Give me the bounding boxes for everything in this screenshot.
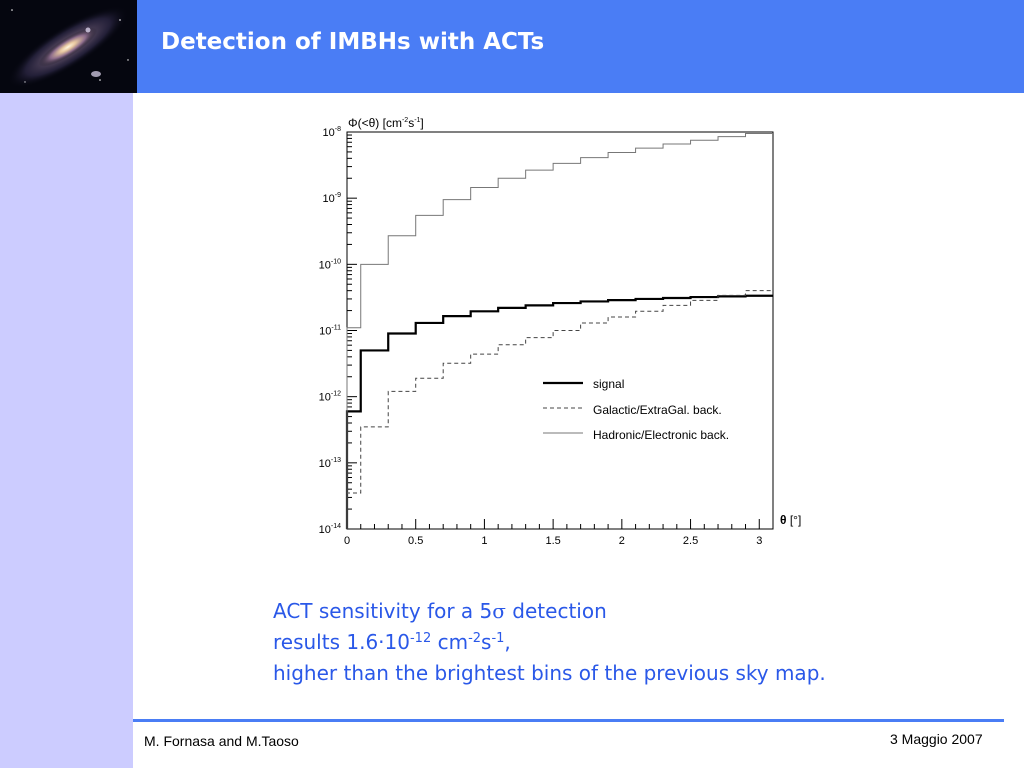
legend-label-signal: signal — [593, 377, 624, 391]
chart: Φ(<θ) [cm-2s-1] 10-8 10-9 10-10 10-11 10-12 1… — [300, 108, 820, 553]
caption-line-3: higher than the brightest bins of the pr… — [273, 661, 826, 685]
sigma-symbol: σ — [492, 599, 506, 623]
y-ticks: 10-8 10-9 10-10 10-11 10-12 10-13 10-14 — [319, 126, 357, 536]
legend-label-galactic: Galactic/ExtraGal. back. — [593, 403, 722, 417]
y-axis-title-part: -1 — [414, 117, 420, 124]
y-axis-title: Φ(<θ) [cm-2s-1] — [348, 116, 424, 130]
galaxy-icon — [0, 0, 137, 93]
y-axis-title-part: Φ — [348, 116, 358, 130]
y-axis-title-part: s — [408, 116, 414, 130]
caption-line-1: ACT sensitivity for a 5σ detection — [273, 596, 826, 627]
x-tick-label: 3 — [756, 535, 762, 547]
x-axis-title-part: [°] — [787, 513, 802, 527]
x-tick-label: 1.5 — [545, 535, 560, 547]
sidebar-band — [0, 93, 133, 768]
header-bar: Detection of IMBHs with ACTs — [0, 0, 1024, 93]
caption-text-part: s — [481, 630, 492, 654]
slide-title: Detection of IMBHs with ACTs — [161, 29, 545, 55]
caption-exponent: -12 — [409, 631, 432, 646]
footer-author: M. Fornasa and M.Taoso — [144, 733, 299, 749]
legend: signal Galactic/ExtraGal. back. Hadronic… — [543, 377, 729, 442]
svg-text:θ [°]: θ [°] — [780, 513, 801, 527]
caption-text-part: ACT sensitivity for a 5 — [273, 599, 493, 623]
footer-divider — [133, 719, 1004, 722]
x-tick-label: 2 — [619, 535, 625, 547]
series-line-2 — [346, 132, 773, 529]
caption-exponent: -1 — [491, 631, 505, 646]
x-tick-label: 0 — [344, 535, 350, 547]
x-axis-title: θ [°] — [780, 513, 801, 527]
x-tick-label: 2.5 — [683, 535, 698, 547]
y-tick-label: 10-10 — [319, 258, 341, 271]
x-tick-label: 1 — [481, 535, 487, 547]
x-tick-label: 0.5 — [408, 535, 423, 547]
caption-text-part: results 1.6·10 — [273, 630, 410, 654]
y-axis-title-part: ] — [420, 116, 423, 130]
caption-exponent: -2 — [468, 631, 482, 646]
y-tick-label: 10-9 — [323, 192, 342, 205]
y-axis-title-part: θ — [369, 116, 376, 130]
y-tick-label: 10-13 — [319, 457, 341, 470]
svg-text:Φ(<θ) [cm-2s-1]: Φ(<θ) [cm-2s-1] — [348, 116, 424, 130]
x-ticks: 0 0.5 1 1.5 2 2.5 3 — [344, 519, 774, 547]
caption-text-part: , — [504, 630, 511, 654]
series-line-0 — [345, 294, 773, 529]
legend-label-hadronic: Hadronic/Electronic back. — [593, 428, 729, 442]
y-tick-label: 10-11 — [319, 325, 341, 338]
y-axis-title-part: -2 — [402, 117, 408, 124]
x-axis-title-part: θ — [780, 513, 787, 527]
caption-text: ACT sensitivity for a 5σ detection resul… — [273, 596, 826, 689]
series-layer — [345, 132, 773, 529]
caption-text-part: cm — [431, 630, 469, 654]
chart-svg: Φ(<θ) [cm-2s-1] 10-810-910-1010-1110-121… — [300, 108, 820, 553]
caption-line-2: results 1.6·10-12 cm-2s-1, — [273, 627, 826, 658]
y-axis-title-part: ) [cm — [375, 116, 402, 130]
y-axis-title-part: (< — [358, 116, 369, 130]
y-tick-label: 10-8 — [323, 126, 342, 139]
caption-text-part: detection — [505, 599, 607, 623]
y-tick-label: 10-14 — [319, 523, 341, 536]
series-line-1 — [346, 290, 773, 529]
footer-date: 3 Maggio 2007 — [890, 731, 983, 747]
y-tick-label: 10-12 — [319, 391, 341, 404]
